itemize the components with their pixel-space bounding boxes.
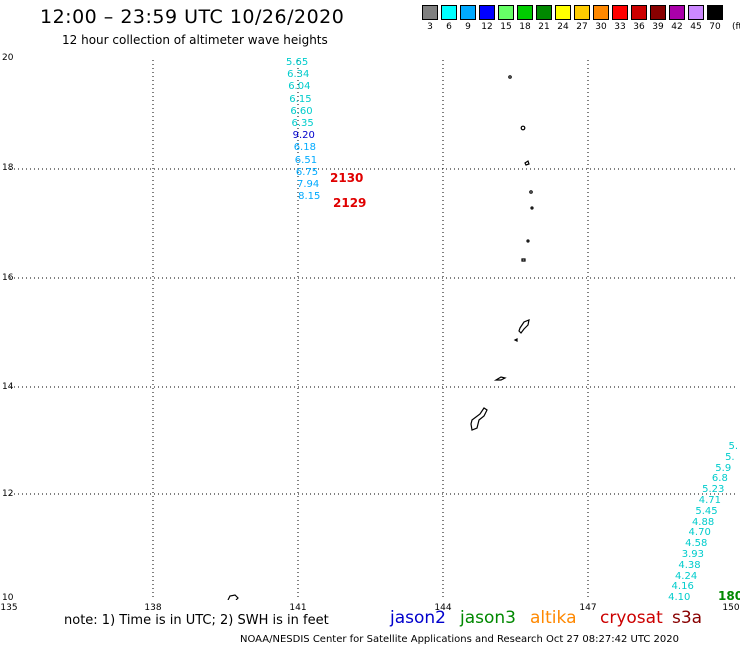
colorscale-swatch <box>631 5 647 20</box>
colorscale-label: 70 <box>709 22 721 32</box>
pass-label: 2130 <box>330 171 364 185</box>
colorscale-swatch <box>479 5 495 20</box>
colorscale-label: 6 <box>446 22 452 32</box>
island-outlines <box>227 75 534 600</box>
island-maug <box>520 125 526 131</box>
wave-height-value: 6.15 <box>289 93 312 105</box>
legend-jason2: jason2 <box>390 608 446 628</box>
colorscale-label: 36 <box>633 22 645 32</box>
wave-height-value: 4.71 <box>698 495 721 506</box>
colorscale-swatch <box>460 5 476 20</box>
wave-height-value: 6.60 <box>290 105 313 117</box>
island-south-coast <box>227 594 239 600</box>
colorscale-label: 12 <box>481 22 493 32</box>
lat-label: 14 <box>2 382 14 392</box>
lat-label: 20 <box>2 53 14 63</box>
colorscale-swatch <box>574 5 590 20</box>
colorscale-label: 3 <box>427 22 433 32</box>
colorscale-label: 9 <box>465 22 471 32</box>
wave-height-value: 3.93 <box>681 549 704 560</box>
lon-label: 135 <box>0 603 18 613</box>
lat-label: 12 <box>2 489 14 499</box>
wave-height-value: 4.58 <box>685 538 708 550</box>
legend-jason3: jason3 <box>460 608 516 628</box>
lat-label: 16 <box>2 273 14 283</box>
island-anatahan <box>521 258 526 262</box>
colorscale-swatch <box>422 5 438 20</box>
colorscale-label: 42 <box>671 22 683 32</box>
island-pagan <box>529 190 533 194</box>
island-saipan <box>518 319 530 334</box>
wave-height-value: 4.24 <box>674 570 698 582</box>
colorscale-unit: (ft) <box>732 22 740 32</box>
lon-label: 138 <box>144 603 162 613</box>
colorscale-label: 21 <box>538 22 550 32</box>
pass-label: 180 <box>718 589 740 603</box>
island-tinian <box>513 338 518 342</box>
colorscale-label: 15 <box>500 22 512 32</box>
wave-height-value: 9.20 <box>292 130 315 142</box>
wave-height-value: 6.75 <box>295 166 319 178</box>
map-area <box>10 60 738 600</box>
colorscale-swatch <box>650 5 666 20</box>
wave-height-value: 4.38 <box>678 559 701 571</box>
wave-height-value: 6.34 <box>287 69 310 81</box>
wave-height-value: 4.70 <box>688 527 711 539</box>
lon-label: 144 <box>434 603 452 613</box>
lat-label: 10 <box>2 593 14 603</box>
wave-height-value: 5. <box>728 441 738 452</box>
wave-height-value: 4.10 <box>668 592 691 604</box>
map-grid <box>10 60 738 600</box>
lon-label: 150 <box>722 603 740 613</box>
colorscale-label: 18 <box>519 22 531 32</box>
legend-cryosat: cryosat <box>600 608 663 628</box>
colorscale-label: 24 <box>557 22 569 32</box>
pass-label: 2129 <box>333 196 367 210</box>
lon-label: 141 <box>289 603 307 613</box>
map-title: 12:00 – 23:59 UTC 10/26/2020 <box>40 6 345 28</box>
note-text: note: 1) Time is in UTC; 2) SWH is in fe… <box>64 613 329 628</box>
island-alamagan <box>530 206 534 210</box>
lat-label: 18 <box>2 163 14 173</box>
island-rota <box>493 376 507 381</box>
footer-credit: NOAA/NESDIS Center for Satellite Applica… <box>240 634 679 645</box>
wave-height-value: 6.18 <box>293 142 316 154</box>
wave-height-value: 5. <box>725 451 735 463</box>
colorscale-swatch <box>707 5 723 20</box>
wave-height-value: 5.45 <box>695 505 718 517</box>
colorscale-swatch <box>688 5 704 20</box>
colorscale-swatch <box>498 5 514 20</box>
wave-height-value: 6.35 <box>291 118 314 129</box>
wave-height-value: 5.23 <box>702 484 725 496</box>
wave-height-value: 5.65 <box>286 57 309 68</box>
colorscale-swatch <box>555 5 571 20</box>
legend-s3a: s3a <box>672 608 703 628</box>
wave-height-value: 4.88 <box>691 516 715 528</box>
wave-height-value: 4.16 <box>671 581 694 593</box>
colorscale-swatch <box>536 5 552 20</box>
legend-altika: altika <box>530 608 577 628</box>
wave-height-value: 7.94 <box>297 179 320 190</box>
island-guguan <box>526 239 530 243</box>
colorscale-label: 27 <box>576 22 588 32</box>
island-guam <box>470 407 488 431</box>
colorscale-swatch <box>593 5 609 20</box>
colorscale-label: 30 <box>595 22 607 32</box>
colorscale-swatch <box>517 5 533 20</box>
wave-height-value: 6.04 <box>288 81 311 93</box>
wave-height-value: 5.9 <box>715 462 732 474</box>
colorscale-label: 45 <box>690 22 702 32</box>
colorscale-swatch <box>669 5 685 20</box>
island-farallon <box>508 75 512 79</box>
wave-height-value: 6.8 <box>711 473 728 485</box>
lon-label: 147 <box>579 603 597 613</box>
wave-height-value: 8.15 <box>298 191 321 203</box>
colorscale-label: 39 <box>652 22 664 32</box>
colorscale-swatch <box>441 5 457 20</box>
wave-height-value: 6.51 <box>294 154 318 166</box>
map-subtitle: 12 hour collection of altimeter wave hei… <box>62 33 328 47</box>
colorscale-swatch <box>612 5 628 20</box>
island-agrihan <box>524 160 530 166</box>
colorscale-label: 33 <box>614 22 626 32</box>
